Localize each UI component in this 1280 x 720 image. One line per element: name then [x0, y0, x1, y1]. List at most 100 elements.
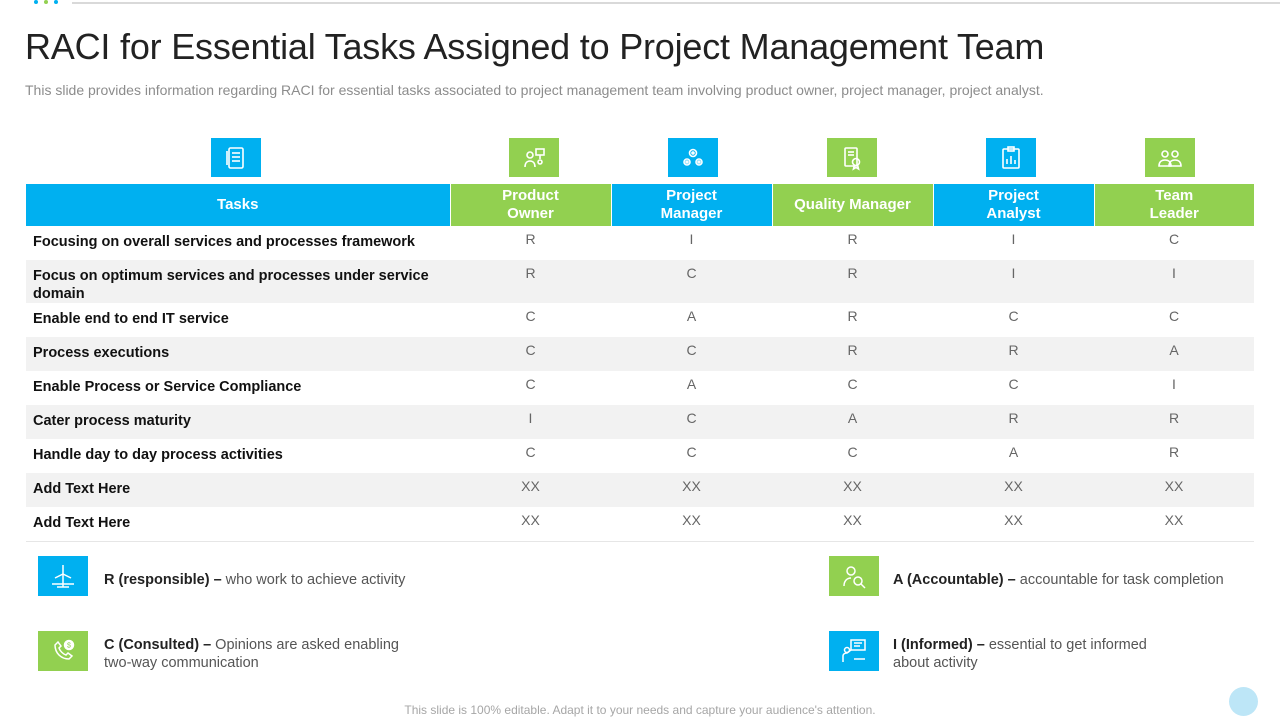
top-decoration-dots [34, 0, 58, 4]
legend-informed-term: I (Informed) – [893, 637, 985, 653]
legend-informed-desc-line1: essential to get informed [984, 637, 1147, 653]
raci-cell: XX [450, 507, 611, 542]
certificate-icon [827, 138, 877, 177]
header-team-leader: Team Leader [1094, 184, 1254, 226]
raci-cell: R [1168, 444, 1180, 460]
header-quality-manager: Quality Manager [772, 184, 934, 226]
raci-cell: XX [1094, 507, 1254, 542]
raci-cell: A [1008, 444, 1019, 460]
raci-cell: I [689, 231, 694, 247]
legend-accountable-term: A (Accountable) – [893, 572, 1016, 588]
table-header-row: Tasks Product Owner Project Manager Qual… [26, 184, 1254, 226]
group-icon [1145, 138, 1195, 177]
raci-cell: XX [611, 507, 772, 542]
task-cell: Handle day to day process activities [33, 447, 283, 463]
legend-accountable: A (Accountable) – accountable for task c… [893, 571, 1224, 589]
raci-cell: R [847, 308, 858, 324]
raci-cell: XX [772, 473, 933, 507]
raci-cell: R [847, 231, 858, 247]
raci-cell: R [772, 260, 933, 303]
raci-cell: I [1011, 231, 1016, 247]
raci-cell: C [1168, 308, 1180, 324]
raci-cell: C [847, 376, 858, 392]
header-project-manager: Project Manager [611, 184, 773, 226]
table-row: Focusing on overall services and process… [26, 226, 1254, 260]
top-rule [72, 2, 1280, 4]
raci-cell: C [1008, 376, 1019, 392]
raci-cell: XX [1094, 473, 1254, 507]
table-row: Focus on optimum services and processes … [26, 260, 1254, 303]
svg-text:$: $ [67, 643, 71, 650]
task-cell: Add Text Here [26, 507, 450, 542]
raci-cell: C [1008, 308, 1019, 324]
page-subtitle: This slide provides information regardin… [25, 82, 1044, 98]
raci-cell: I [933, 260, 1094, 303]
table-row: Process executions C C R R A [26, 337, 1254, 371]
raci-cell: XX [450, 473, 611, 507]
raci-cell: C [1168, 231, 1180, 247]
legend-consulted-desc-line2: two-way communication [104, 655, 259, 671]
table-row: Cater process maturity I C A R R [26, 405, 1254, 439]
page-title: RACI for Essential Tasks Assigned to Pro… [25, 26, 1045, 67]
raci-cell: R [525, 231, 536, 247]
raci-cell: R [933, 337, 1094, 371]
task-cell: Enable Process or Service Compliance [33, 379, 302, 395]
header-product-owner: Product Owner [450, 184, 612, 226]
raci-cell: XX [933, 507, 1094, 542]
table-row: Handle day to day process activities C C… [26, 439, 1254, 473]
raci-cell: A [772, 405, 933, 439]
raci-cell: C [611, 260, 772, 303]
header-tasks: Tasks [26, 184, 451, 226]
raci-table: Tasks Product Owner Project Manager Qual… [26, 184, 1254, 542]
meeting-board-icon [829, 631, 879, 671]
raci-cell: XX [611, 473, 772, 507]
phone-dollar-icon: $ [38, 631, 88, 671]
legend-consulted-term: C (Consulted) – [104, 637, 212, 653]
raci-cell: R [772, 337, 933, 371]
raci-cell: C [847, 444, 858, 460]
raci-cell: R [1094, 405, 1254, 439]
raci-cell: A [686, 376, 697, 392]
raci-cell: R [933, 405, 1094, 439]
footer-note: This slide is 100% editable. Adapt it to… [404, 703, 876, 717]
task-cell: Cater process maturity [26, 405, 450, 439]
task-cell: Add Text Here [26, 473, 450, 507]
raci-cell: XX [772, 507, 933, 542]
raci-cell: XX [933, 473, 1094, 507]
raci-cell: C [611, 405, 772, 439]
raci-cell: A [1094, 337, 1254, 371]
legend-informed: I (Informed) – essential to get informed… [893, 636, 1147, 672]
table-row: Enable Process or Service Compliance C A… [26, 371, 1254, 405]
clipboard-chart-icon [986, 138, 1036, 177]
task-cell: Focusing on overall services and process… [33, 234, 415, 250]
raci-cell: I [1094, 260, 1254, 303]
legend-consulted: C (Consulted) – Opinions are asked enabl… [104, 636, 399, 672]
wind-turbine-icon [38, 556, 88, 596]
person-search-icon [829, 556, 879, 596]
header-project-analyst: Project Analyst [933, 184, 1095, 226]
raci-cell: C [611, 337, 772, 371]
table-row: Add Text Here XX XX XX XX XX [26, 507, 1254, 542]
legend-informed-desc-line2: about activity [893, 655, 978, 671]
gears-icon [668, 138, 718, 177]
legend-consulted-desc-line1: Opinions are asked enabling [211, 637, 399, 653]
team-presentation-icon [509, 138, 559, 177]
raci-cell: C [525, 444, 536, 460]
task-cell: Focus on optimum services and processes … [26, 260, 450, 303]
raci-cell: I [450, 405, 611, 439]
legend-responsible-desc: who work to achieve activity [221, 572, 406, 588]
raci-cell: I [1172, 376, 1176, 392]
raci-cell: C [686, 444, 697, 460]
table-row: Enable end to end IT service C A R C C [26, 303, 1254, 337]
legend-responsible-term: R (responsible) – [104, 572, 222, 588]
raci-cell: C [450, 337, 611, 371]
legend-accountable-desc: accountable for task completion [1015, 572, 1224, 588]
raci-cell: C [525, 376, 536, 392]
legend-responsible: R (responsible) – who work to achieve ac… [104, 571, 405, 589]
task-cell: Process executions [26, 337, 450, 371]
document-list-icon [211, 138, 261, 177]
corner-decoration [1229, 687, 1258, 716]
raci-cell: C [525, 308, 536, 324]
table-row: Add Text Here XX XX XX XX XX [26, 473, 1254, 507]
task-cell: Enable end to end IT service [33, 311, 229, 327]
